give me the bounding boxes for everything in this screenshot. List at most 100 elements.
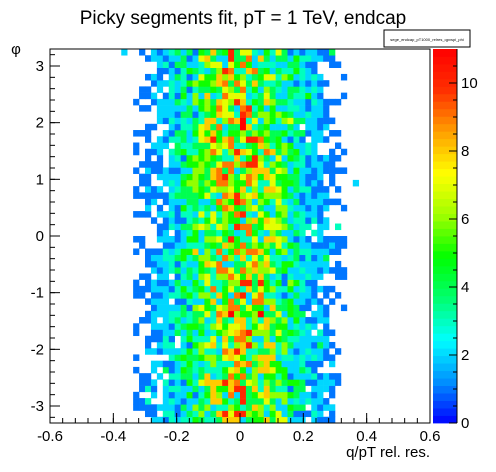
heatmap-cell <box>180 161 187 168</box>
heatmap-cell <box>139 173 146 181</box>
heatmap-cell <box>293 211 300 218</box>
heatmap-cell <box>216 391 223 399</box>
heatmap-cell <box>240 329 247 337</box>
heatmap-cell <box>257 348 265 355</box>
heatmap-cell <box>222 98 229 106</box>
heatmap-cell <box>293 167 300 174</box>
heatmap-cell <box>245 360 253 368</box>
heatmap-cell <box>234 242 241 249</box>
heatmap-cell <box>192 229 199 237</box>
heatmap-cell <box>293 341 300 349</box>
heatmap-cell <box>240 398 247 405</box>
heatmap-cell <box>299 285 306 293</box>
heatmap-cell <box>311 404 318 411</box>
heatmap-cell <box>198 105 205 112</box>
heatmap-cell <box>263 260 270 268</box>
heatmap-cell <box>192 98 199 106</box>
heatmap-cell <box>139 292 146 299</box>
heatmap-cell <box>192 348 199 355</box>
heatmap-cell <box>222 373 229 380</box>
heatmap-cell <box>222 379 229 386</box>
heatmap-cell <box>257 111 265 118</box>
heatmap-cell <box>204 254 211 262</box>
heatmap-cell <box>228 317 235 324</box>
heatmap-cell <box>240 86 247 93</box>
heatmap-cell <box>287 167 294 174</box>
heatmap-cell <box>222 192 229 199</box>
heatmap-cell <box>281 98 288 106</box>
heatmap-cell <box>299 236 306 243</box>
heatmap-cell <box>228 49 235 56</box>
heatmap-cell <box>305 148 312 156</box>
heatmap-cell <box>311 130 318 137</box>
heatmap-cell <box>245 130 253 137</box>
heatmap-cell <box>251 223 259 231</box>
heatmap-cell <box>269 130 276 137</box>
heatmap-cell <box>275 366 282 374</box>
heatmap-cell <box>257 341 265 349</box>
heatmap-cell <box>281 136 288 143</box>
heatmap-cell <box>216 260 223 268</box>
heatmap-cell <box>293 323 300 330</box>
heatmap-cell <box>186 142 193 150</box>
heatmap-cell <box>251 179 259 187</box>
color-scale-segment <box>433 273 457 282</box>
heatmap-cell <box>216 67 223 75</box>
heatmap-cell <box>133 236 140 243</box>
heatmap-cell <box>162 310 170 318</box>
heatmap-cell <box>192 161 199 168</box>
heatmap-cell <box>156 404 164 411</box>
heatmap-cell <box>198 154 205 162</box>
heatmap-cell <box>216 267 223 274</box>
heatmap-cell <box>174 105 181 112</box>
heatmap-cell <box>275 130 282 137</box>
heatmap-cell <box>251 117 259 125</box>
heatmap-cell <box>186 310 193 318</box>
heatmap-cell <box>222 404 229 411</box>
heatmap-cell <box>275 192 282 199</box>
heatmap-cell <box>263 323 270 330</box>
heatmap-cell <box>174 317 181 324</box>
heatmap-cell <box>186 186 193 193</box>
heatmap-cell <box>299 92 306 100</box>
heatmap-cell <box>263 111 270 118</box>
heatmap-cell <box>311 273 318 280</box>
heatmap-cell <box>204 217 211 224</box>
heatmap-cell <box>287 236 294 243</box>
heatmap-cell <box>275 385 282 393</box>
color-scale-segment <box>433 340 457 349</box>
heatmap-cell <box>186 192 193 199</box>
heatmap-cell <box>257 211 265 218</box>
heatmap-cell <box>180 273 187 280</box>
heatmap-cell <box>234 204 241 212</box>
heatmap-cell <box>228 223 235 231</box>
heatmap-cell <box>234 98 241 106</box>
color-scale-segment <box>433 63 457 72</box>
heatmap-cell <box>245 304 253 312</box>
heatmap-cell <box>133 285 140 293</box>
heatmap-cell <box>251 329 259 337</box>
heatmap-cell <box>257 273 265 280</box>
color-scale-segment <box>433 78 457 87</box>
heatmap-cell <box>240 254 247 262</box>
heatmap-cell <box>198 192 205 199</box>
heatmap-cell <box>269 310 276 318</box>
heatmap-cell <box>198 167 205 174</box>
heatmap-cell <box>329 49 336 56</box>
heatmap-cell <box>275 136 282 143</box>
heatmap-cell <box>222 198 229 206</box>
heatmap-cell <box>287 49 294 56</box>
heatmap-cell <box>180 229 187 237</box>
heatmap-cell <box>329 248 336 255</box>
heatmap-cell <box>156 117 164 125</box>
heatmap-cells <box>121 49 360 424</box>
heatmap-cell <box>180 304 187 312</box>
heatmap-cell <box>168 111 175 118</box>
heatmap-cell <box>257 398 265 405</box>
heatmap-cell <box>311 123 318 131</box>
heatmap-cell <box>281 310 288 318</box>
heatmap-cell <box>198 354 205 361</box>
heatmap-cell <box>281 117 288 125</box>
heatmap-cell <box>216 211 223 218</box>
heatmap-cell <box>198 186 205 193</box>
